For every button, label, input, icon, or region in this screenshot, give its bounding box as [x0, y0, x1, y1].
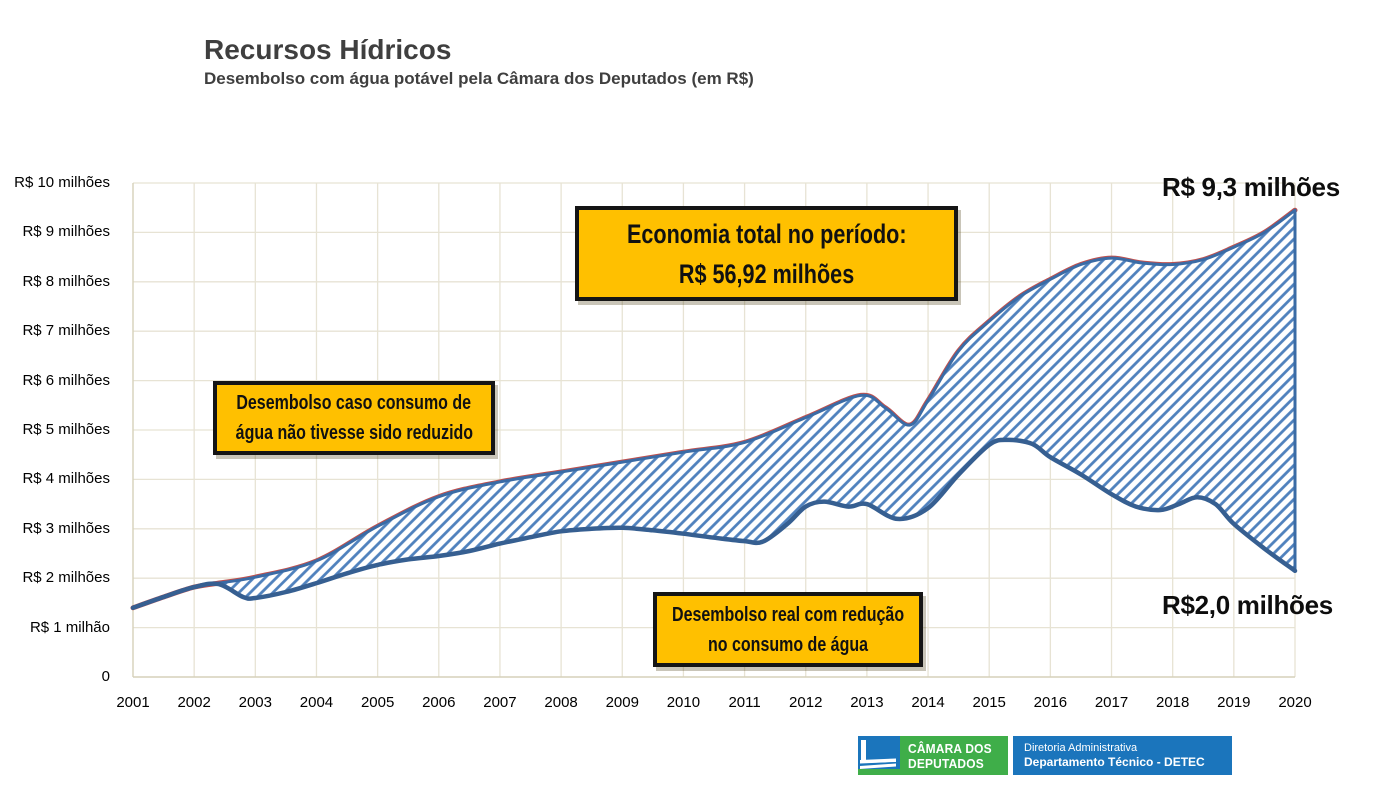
x-axis-label: 2002	[177, 694, 211, 711]
callout-total-savings-line2: R$ 56,92 milhões	[678, 258, 855, 289]
y-axis-label: R$ 5 milhões	[22, 421, 110, 438]
x-axis-label: 2012	[789, 694, 823, 711]
callout-real-spending: Desembolso real com redução no consumo d…	[653, 592, 923, 667]
callout-total-savings: Economia total no período: R$ 56,92 milh…	[575, 206, 958, 301]
x-axis-label: 2020	[1278, 694, 1312, 711]
x-axis-label: 2013	[850, 694, 884, 711]
x-axis-label: 2017	[1094, 694, 1129, 711]
x-axis-label: 2018	[1155, 694, 1190, 711]
y-axis-label: R$ 10 milhões	[14, 174, 110, 191]
callout-total-savings-line1: Economia total no período:	[626, 218, 907, 249]
x-axis-label: 2014	[911, 694, 945, 711]
camara-logo-dept-line1: Diretoria Administrativa	[1024, 742, 1138, 754]
y-axis-label: R$ 1 milhão	[29, 618, 110, 636]
camara-logo-dept-line2: Departamento Técnico - DETEC	[1024, 755, 1205, 769]
callout-no-reduction-line1: Desembolso caso consumo de	[236, 392, 472, 414]
x-axis-label: 2011	[728, 694, 761, 711]
y-axis-label: 0	[101, 668, 110, 685]
x-axis-label: 2009	[605, 694, 639, 711]
x-axis-label: 2003	[238, 694, 272, 711]
y-axis-label: R$ 2 milhões	[22, 569, 110, 587]
y-axis-label: R$ 6 milhões	[22, 371, 110, 389]
callout-real-spending-line1: Desembolso real com redução	[671, 603, 905, 626]
camara-building-icon	[858, 736, 900, 775]
series-real-line	[130, 437, 1298, 611]
x-axis-label: 2004	[299, 694, 334, 711]
callout-no-reduction: Desembolso caso consumo de água não tive…	[213, 381, 495, 455]
callout-no-reduction-line2: água não tivesse sido reduzido	[235, 422, 473, 444]
y-axis-label: R$ 7 milhões	[22, 322, 110, 340]
x-axis-label: 2007	[483, 694, 517, 711]
end-value-label-bottom: R$2,0 milhões	[1162, 590, 1333, 620]
y-axis-label: R$ 8 milhões	[22, 272, 110, 290]
camara-logo-org-line1: CÂMARA DOS	[908, 740, 992, 756]
x-axis-label: 2015	[972, 694, 1006, 711]
camara-logo-dept: Diretoria Administrativa Departamento Té…	[1013, 736, 1232, 775]
y-axis-label: R$ 4 milhões	[22, 470, 110, 488]
page-subtitle: Desembolso com água potável pela Câmara …	[204, 69, 754, 88]
camara-logo-org: CÂMARA DOS DEPUTADOS	[900, 736, 1008, 775]
camara-logo: CÂMARA DOS DEPUTADOS Diretoria Administr…	[858, 736, 1232, 775]
page-title: Recursos Hídricos	[204, 34, 452, 65]
y-axis-label: R$ 3 milhões	[22, 519, 110, 537]
x-axis-label: 2006	[422, 694, 456, 711]
callout-real-spending-line2: no consumo de água	[707, 633, 869, 656]
x-axis-label: 2019	[1217, 694, 1251, 711]
x-axis-label: 2016	[1033, 694, 1068, 711]
x-axis-label: 2008	[544, 694, 578, 711]
x-axis-label: 2005	[360, 694, 395, 711]
end-value-label-top: R$ 9,3 milhões	[1162, 172, 1340, 202]
x-axis-label: 2010	[666, 694, 701, 711]
camara-logo-org-line2: DEPUTADOS	[908, 755, 984, 771]
y-axis-label: R$ 9 milhões	[22, 223, 110, 241]
x-axis-label: 2001	[116, 694, 150, 711]
